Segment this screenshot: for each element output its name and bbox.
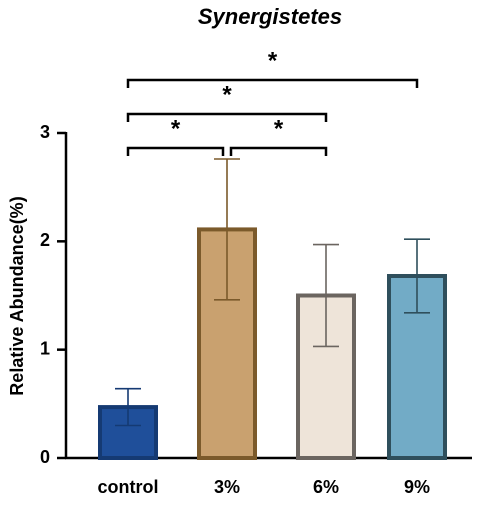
error-bar xyxy=(115,387,141,427)
significance-label: * xyxy=(274,115,284,142)
significance-label: * xyxy=(171,115,181,142)
x-tick-label: control xyxy=(98,477,159,497)
y-tick-label: 3 xyxy=(40,122,50,142)
x-tick-label: 6% xyxy=(313,477,339,497)
error-bar xyxy=(313,243,339,348)
significance-bracket xyxy=(126,146,225,156)
chart-title: Synergistetes xyxy=(198,4,342,29)
x-tick-label: 3% xyxy=(214,477,240,497)
y-tick-label: 0 xyxy=(40,447,50,467)
significance-bracket xyxy=(126,112,328,122)
significance-label: * xyxy=(222,81,232,108)
significance-bracket xyxy=(126,78,419,88)
y-axis-label: Relative Abundance(%) xyxy=(7,196,27,395)
significance-bracket xyxy=(229,146,328,156)
significance-label: * xyxy=(268,47,278,74)
error-bar xyxy=(214,158,240,301)
x-tick-label: 9% xyxy=(404,477,430,497)
error-bar xyxy=(404,238,430,314)
y-tick-label: 1 xyxy=(40,338,50,358)
y-tick-label: 2 xyxy=(40,230,50,250)
